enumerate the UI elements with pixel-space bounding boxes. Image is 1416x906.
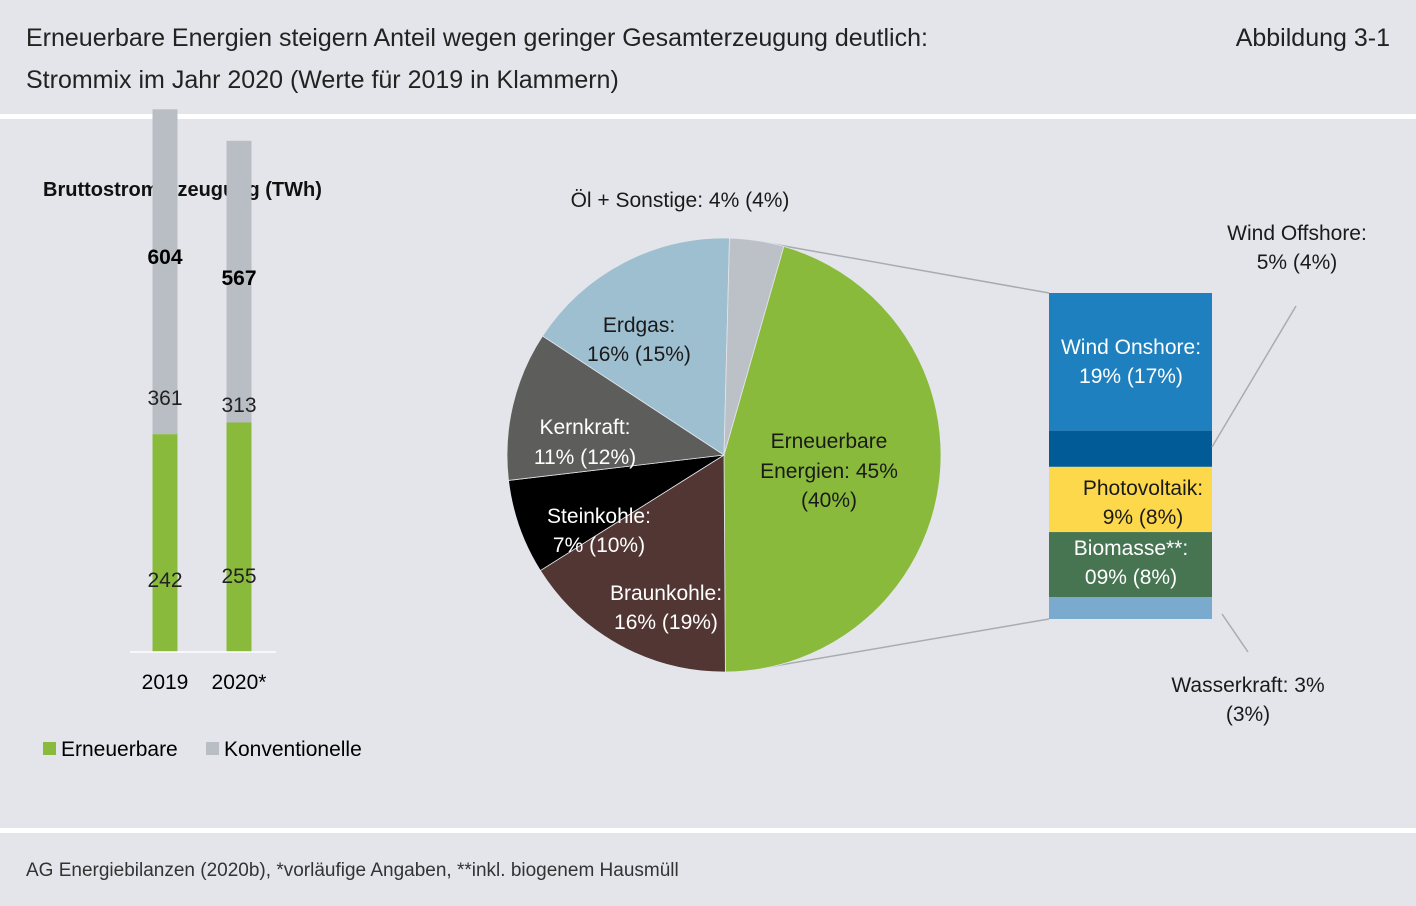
generation-bar-chart: Bruttostromerzeugung (TWh) 604 567 361 2…	[43, 109, 362, 761]
pie-label-erneuerbare-3: (40%)	[801, 489, 857, 512]
bar-2020-conventional	[226, 140, 252, 423]
seg-label-biomasse-1: Biomasse**:	[1074, 537, 1188, 560]
bar-total-2020: 567	[221, 267, 256, 290]
source-note: AG Energiebilanzen (2020b), *vorläufige …	[26, 860, 679, 881]
figure-header: Erneuerbare Energien steigern Anteil weg…	[0, 0, 1416, 115]
bar-2019-conventional	[152, 109, 178, 435]
connector-line-bottom	[756, 618, 1050, 670]
legend-label-renewable: Erneuerbare	[61, 738, 178, 761]
pie-slice-kernkraft	[506, 335, 726, 481]
seg-label-wasserkraft-1: Wasserkraft: 3%	[1171, 674, 1324, 697]
seg-label-wind-onshore-1: Wind Onshore:	[1061, 336, 1201, 359]
x-tick-2020: 2020*	[212, 671, 267, 694]
pie-label-steinkohle-2: 7% (10%)	[553, 534, 645, 557]
seg-label-biomasse-2: 09% (8%)	[1085, 566, 1177, 589]
segment-wasserkraft	[1049, 597, 1212, 619]
bar-2019-renewable	[152, 434, 178, 652]
pie-label-erdgas-2: 16% (15%)	[587, 343, 691, 366]
legend-swatch-renewable	[43, 742, 56, 755]
pie-slice-erneuerbare	[723, 245, 942, 673]
leader-line-wasserkraft	[1221, 613, 1249, 653]
pie-label-braunkohle-2: 16% (19%)	[614, 611, 718, 634]
bar-value-2020-renewable: 255	[221, 565, 256, 588]
bar-value-2020-conventional: 313	[221, 394, 256, 417]
segment-photovoltaik	[1049, 466, 1212, 533]
footer-divider	[0, 828, 1416, 833]
pie-label-erneuerbare-2: Energien: 45%	[760, 460, 898, 483]
header-divider	[0, 114, 1416, 119]
legend-swatch-conventional	[206, 742, 219, 755]
figure-number: Abbildung 3-1	[1235, 24, 1390, 52]
segment-wind-offshore	[1049, 430, 1212, 467]
connector-line-top	[755, 240, 1050, 294]
bar-total-2019: 604	[147, 246, 182, 269]
segment-wind-onshore	[1049, 293, 1212, 431]
segment-biomasse	[1049, 532, 1212, 598]
pie-label-erneuerbare-1: Erneuerbare	[771, 430, 888, 453]
bar-value-2019-renewable: 242	[147, 569, 182, 592]
seg-label-wind-offshore-2: 5% (4%)	[1257, 251, 1338, 274]
x-tick-2019: 2019	[142, 671, 189, 694]
pie-label-braunkohle-1: Braunkohle:	[610, 582, 722, 605]
renewables-breakdown-bar	[1049, 293, 1212, 619]
leader-line-wind-offshore	[1211, 305, 1297, 448]
pie-slice-oel-sonstige	[723, 237, 785, 456]
seg-label-wind-onshore-2: 19% (17%)	[1079, 365, 1183, 388]
pie-label-erdgas-1: Erdgas:	[603, 314, 675, 337]
seg-label-wasserkraft-2: (3%)	[1226, 703, 1270, 726]
seg-label-photovoltaik-1: Photovoltaik:	[1083, 477, 1203, 500]
chart-subtitle: Strommix im Jahr 2020 (Werte für 2019 in…	[26, 66, 619, 94]
bar-value-2019-conventional: 361	[147, 387, 182, 410]
seg-label-photovoltaik-2: 9% (8%)	[1103, 506, 1184, 529]
pie-label-steinkohle-1: Steinkohle:	[547, 505, 651, 528]
bar-2020-renewable	[226, 422, 252, 652]
electricity-mix-pie	[506, 237, 942, 673]
pie-label-kernkraft-2: 11% (12%)	[534, 446, 636, 469]
pie-label-oel-sonstige: Öl + Sonstige: 4% (4%)	[571, 189, 790, 212]
seg-label-wind-offshore-1: Wind Offshore:	[1227, 222, 1367, 245]
pie-label-kernkraft-1: Kernkraft:	[539, 416, 630, 439]
bar-chart-title: Bruttostromerzeugung (TWh)	[43, 179, 322, 201]
pie-slice-erdgas	[542, 237, 730, 456]
legend-label-conventional: Konventionelle	[224, 738, 362, 761]
chart-title: Erneuerbare Energien steigern Anteil weg…	[26, 24, 928, 52]
pie-slice-braunkohle	[539, 454, 726, 673]
